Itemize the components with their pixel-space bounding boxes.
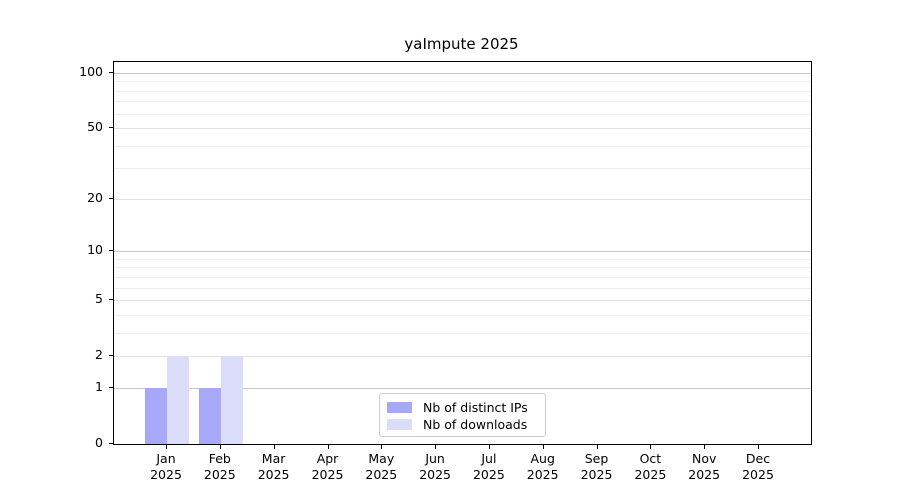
- bar-downloads-jan: [167, 355, 189, 444]
- x-tick-label: Jul 2025: [449, 451, 529, 483]
- plot-area: Nb of distinct IPs Nb of downloads: [113, 61, 812, 445]
- grid-layer: [114, 62, 811, 444]
- gridline-major: [114, 388, 811, 390]
- gridline-major: [114, 199, 811, 201]
- x-tick-label-month: Jul: [481, 451, 497, 466]
- x-tick-label: Nov 2025: [664, 451, 744, 483]
- legend-item-distinct-ips: Nb of distinct IPs: [387, 399, 537, 416]
- bar-layer: [114, 62, 811, 444]
- gridline-minor: [114, 287, 811, 289]
- x-tick-label-month: Sep: [584, 451, 609, 466]
- x-tick-label-month: Aug: [530, 451, 555, 466]
- bar-distinct-ips-feb: [198, 388, 221, 444]
- x-tick-label-year: 2025: [419, 467, 451, 482]
- x-tick-mark: [650, 445, 652, 449]
- x-tick-label-month: Mar: [261, 451, 286, 466]
- gridline-minor: [114, 267, 811, 269]
- y-tick-label: 10: [87, 242, 103, 258]
- x-tick-label: Aug 2025: [503, 451, 583, 483]
- y-tick-label: 20: [87, 190, 103, 206]
- gridline-minor: [114, 101, 811, 103]
- gridline-minor: [114, 314, 811, 316]
- gridline-minor: [114, 258, 811, 260]
- x-tick-label-month: Apr: [316, 451, 339, 466]
- x-tick-label: Sep 2025: [557, 451, 637, 483]
- x-tick-label: Feb 2025: [180, 451, 260, 483]
- x-tick-mark: [704, 445, 706, 449]
- y-tick-label: 50: [87, 118, 103, 134]
- x-tick-label-month: Oct: [639, 451, 662, 466]
- y-tick-label: 2: [95, 346, 103, 362]
- gridline-minor: [114, 276, 811, 278]
- gridline-major: [114, 251, 811, 253]
- x-tick-label-year: 2025: [742, 467, 774, 482]
- x-tick-label-month: Feb: [208, 451, 231, 466]
- x-tick-mark: [381, 445, 383, 449]
- gridline-major: [114, 355, 811, 357]
- x-tick-label-month: May: [368, 451, 395, 466]
- x-tick-label-year: 2025: [150, 467, 182, 482]
- x-tick-label-month: Nov: [691, 451, 717, 466]
- x-tick-label: Jun 2025: [395, 451, 475, 483]
- gridline-minor: [114, 81, 811, 83]
- y-tick-mark: [109, 354, 113, 356]
- x-tick-label-year: 2025: [688, 467, 721, 482]
- gridline-major: [114, 127, 811, 129]
- x-tick-mark: [596, 445, 598, 449]
- y-tick-mark: [109, 387, 113, 389]
- legend-swatch-distinct-ips: [387, 402, 412, 413]
- chart-title: yaImpute 2025: [404, 35, 519, 53]
- legend-label-distinct-ips: Nb of distinct IPs: [423, 399, 528, 415]
- x-tick-label-year: 2025: [311, 467, 344, 482]
- x-tick-mark: [542, 445, 544, 449]
- x-tick-mark: [273, 445, 275, 449]
- x-tick-label-year: 2025: [526, 467, 559, 482]
- gridline-major: [114, 73, 811, 74]
- x-tick-label-year: 2025: [365, 467, 398, 482]
- bar-downloads-feb: [220, 355, 243, 444]
- x-tick-label-month: Dec: [745, 451, 771, 466]
- x-tick-mark: [488, 445, 490, 449]
- gridline-minor: [114, 332, 811, 334]
- x-tick-mark: [166, 445, 167, 449]
- y-tick-label: 1: [95, 379, 103, 395]
- y-tick-label: 0: [95, 435, 103, 450]
- y-tick-label: 5: [95, 291, 103, 306]
- y-tick-mark: [109, 250, 113, 252]
- y-tick-mark: [109, 198, 113, 200]
- bar-distinct-ips-jan: [145, 388, 167, 444]
- x-tick-label-month: Jan: [156, 451, 176, 466]
- y-tick-mark: [109, 299, 113, 300]
- x-tick-label: Oct 2025: [610, 451, 690, 483]
- y-tick-mark: [109, 126, 113, 128]
- x-tick-mark: [219, 445, 221, 449]
- x-tick-label-month: Jun: [425, 451, 445, 466]
- y-tick-mark: [109, 443, 113, 444]
- x-tick-label: May 2025: [341, 451, 421, 483]
- gridline-major: [114, 300, 811, 301]
- x-tick-label: Mar 2025: [234, 451, 314, 483]
- y-tick-label: 100: [79, 64, 103, 79]
- gridline-minor: [114, 113, 811, 115]
- x-tick-mark: [758, 445, 759, 449]
- x-tick-mark: [435, 445, 437, 449]
- legend: Nb of distinct IPs Nb of downloads: [379, 393, 546, 437]
- legend-item-downloads: Nb of downloads: [387, 416, 537, 433]
- gridline-minor: [114, 145, 811, 147]
- x-tick-label-year: 2025: [634, 467, 667, 482]
- x-tick-label-year: 2025: [257, 467, 290, 482]
- x-tick-label: Jan 2025: [126, 451, 206, 483]
- x-tick-label-year: 2025: [472, 467, 505, 482]
- x-tick-label-year: 2025: [203, 467, 236, 482]
- legend-swatch-downloads: [387, 419, 412, 430]
- gridline-minor: [114, 167, 811, 169]
- x-tick-mark: [327, 445, 329, 449]
- y-tick-mark: [109, 72, 113, 73]
- x-tick-label: Dec 2025: [718, 451, 798, 483]
- legend-label-downloads: Nb of downloads: [423, 416, 528, 432]
- x-tick-label-year: 2025: [580, 467, 613, 482]
- x-tick-label: Apr 2025: [288, 451, 368, 483]
- gridline-minor: [114, 90, 811, 92]
